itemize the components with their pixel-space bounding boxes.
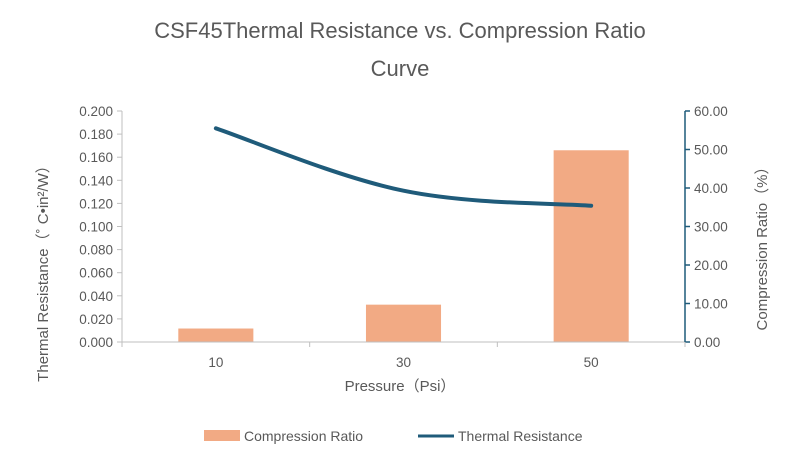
bar-compression-ratio (178, 328, 254, 342)
left-tick-label: 0.020 (79, 312, 113, 327)
x-tick-label: 30 (396, 355, 411, 370)
right-tick-label: 20.00 (694, 258, 728, 273)
right-axis-title: Compression Ratio（%） (754, 160, 771, 331)
left-tick-label: 0.200 (79, 104, 113, 119)
left-tick-label: 0.120 (79, 196, 113, 211)
right-tick-label: 60.00 (694, 104, 728, 119)
left-tick-label: 0.000 (79, 335, 113, 350)
legend-label-thermal-resistance: Thermal Resistance (458, 428, 583, 444)
left-tick-label: 0.080 (79, 243, 113, 258)
left-tick-label: 0.040 (79, 289, 113, 304)
left-tick-label: 0.140 (79, 173, 113, 188)
right-tick-label: 30.00 (694, 220, 728, 235)
left-tick-label: 0.100 (79, 220, 113, 235)
left-tick-label: 0.180 (79, 127, 113, 142)
right-tick-label: 40.00 (694, 181, 728, 196)
right-tick-label: 10.00 (694, 297, 728, 312)
axes-layer: 0.000 0.020 0.040 0.060 0.080 0.100 0.120 0.140… (79, 104, 728, 370)
left-axis-title: Thermal Resistance（˚ C•in²/W） (35, 158, 52, 382)
x-tick-label: 50 (584, 355, 599, 370)
bar-compression-ratio (365, 304, 442, 342)
chart-title-line1: CSF45Thermal Resistance vs. Compression … (154, 18, 646, 43)
legend-swatch-compression-ratio (204, 430, 240, 441)
left-tick-label: 0.060 (79, 266, 113, 281)
right-tick-label: 50.00 (694, 143, 728, 158)
x-axis-title: Pressure（Psi） (345, 378, 456, 395)
line-layer (213, 126, 594, 208)
legend-label-compression-ratio: Compression Ratio (244, 428, 363, 444)
legend: Compression Ratio Thermal Resistance (204, 428, 583, 444)
left-tick-label: 0.160 (79, 150, 113, 165)
bars-layer (178, 150, 629, 342)
bar-compression-ratio (553, 150, 629, 342)
right-tick-label: 0.00 (694, 335, 720, 350)
chart-title-line2: Curve (371, 56, 430, 81)
x-tick-label: 10 (208, 355, 223, 370)
line-thermal-resistance (213, 126, 594, 208)
